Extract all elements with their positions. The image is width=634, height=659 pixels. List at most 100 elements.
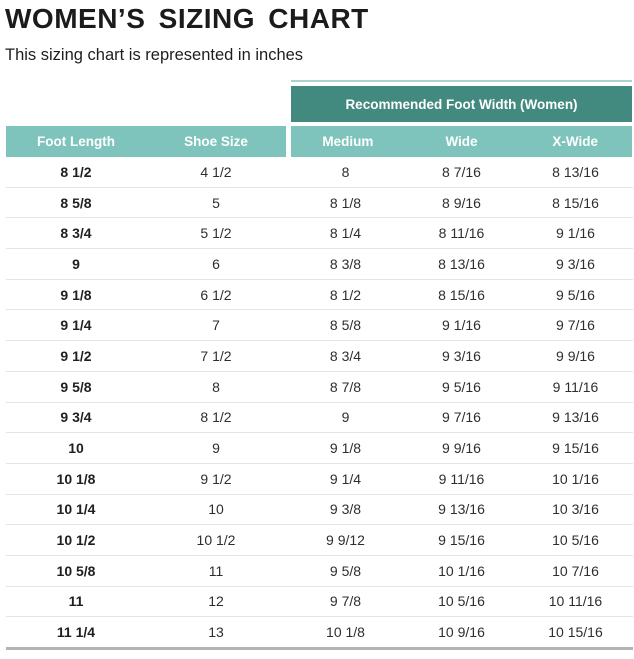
table-cell: 7 1/2 xyxy=(200,347,232,364)
table-cell: 10 5/16 xyxy=(438,593,485,610)
table-cell: 9 3/8 xyxy=(329,501,362,518)
table-cell: 5 xyxy=(212,194,220,211)
table-cell: 9 9/16 xyxy=(442,440,481,457)
table-cell: 8 5/8 xyxy=(329,317,362,334)
table-row: 9 5/8 8 8 7/8 9 5/16 9 11/16 xyxy=(6,372,633,403)
table-row: 11 12 9 7/8 10 5/16 10 11/16 xyxy=(6,587,633,618)
page-title: WOMEN’S SIZING CHART xyxy=(5,3,369,34)
table-cell: 9 xyxy=(72,255,80,272)
column-header-wide: Wide xyxy=(445,134,478,149)
table-cell: 10 xyxy=(68,440,84,457)
table-cell: 8 13/16 xyxy=(552,163,599,180)
table-cell: 12 xyxy=(208,593,224,610)
table-cell: 10 1/2 xyxy=(196,532,236,549)
table-cell: 9 11/16 xyxy=(552,378,599,395)
table-header-left: Foot Length Shoe Size xyxy=(6,126,286,157)
table-cell: 8 3/4 xyxy=(329,347,362,364)
table-cell: 10 15/16 xyxy=(548,624,603,641)
table-cell: 9 15/16 xyxy=(438,532,485,549)
table-cell: 6 1/2 xyxy=(200,286,232,303)
table-cell: 13 xyxy=(208,624,224,641)
table-cell: 9 11/16 xyxy=(438,470,485,487)
table-cell: 9 7/8 xyxy=(329,593,362,610)
table-cell: 9 3/16 xyxy=(556,255,595,272)
table-cell: 8 1/2 xyxy=(60,163,92,180)
table-cell: 10 1/4 xyxy=(56,501,96,518)
table-cell: 9 3/4 xyxy=(60,409,92,426)
table-cell: 8 1/8 xyxy=(329,194,362,211)
table-header-right: Medium Wide X-Wide xyxy=(291,126,632,157)
table-cell: 10 7/16 xyxy=(552,562,599,579)
table-cell: 9 15/16 xyxy=(552,440,599,457)
table-cell: 10 5/8 xyxy=(56,562,96,579)
table-cell: 8 7/8 xyxy=(329,378,362,395)
column-header-medium: Medium xyxy=(322,134,374,149)
table-cell: 9 5/16 xyxy=(556,286,595,303)
table-cell: 9 1/16 xyxy=(442,317,481,334)
table-cell: 9 9/16 xyxy=(556,347,595,364)
table-cell: 10 3/16 xyxy=(552,501,599,518)
table-row: 9 1/2 7 1/2 8 3/4 9 3/16 9 9/16 xyxy=(6,341,633,372)
table-cell: 9 3/16 xyxy=(442,347,481,364)
column-header-shoe-size: Shoe Size xyxy=(184,134,248,149)
table-cell: 8 5/8 xyxy=(60,194,92,211)
table-cell: 9 13/16 xyxy=(552,409,599,426)
table-row: 9 1/8 6 1/2 8 1/2 8 15/16 9 5/16 xyxy=(6,280,633,311)
table-cell: 8 7/16 xyxy=(442,163,481,180)
table-row: 9 1/4 7 8 5/8 9 1/16 9 7/16 xyxy=(6,310,633,342)
table-cell: 10 11/16 xyxy=(548,593,603,610)
foot-width-group-header: Recommended Foot Width (Women) xyxy=(291,86,632,122)
table-cell: 10 9/16 xyxy=(438,624,485,641)
table-cell: 6 xyxy=(212,255,220,272)
table-cell: 10 5/16 xyxy=(552,532,599,549)
table-cell: 9 1/4 xyxy=(60,317,92,334)
table-cell: 9 1/4 xyxy=(329,470,362,487)
table-cell: 8 13/16 xyxy=(438,255,485,272)
table-row: 10 5/8 11 9 5/8 10 1/16 10 7/16 xyxy=(6,556,633,587)
table-cell: 9 13/16 xyxy=(438,501,485,518)
table-cell: 8 15/16 xyxy=(552,194,599,211)
table-row: 10 1/4 10 9 3/8 9 13/16 10 3/16 xyxy=(6,495,633,526)
table-cell: 9 7/16 xyxy=(442,409,481,426)
table-cell: 7 xyxy=(212,317,220,334)
table-row: 9 6 8 3/8 8 13/16 9 3/16 xyxy=(6,249,633,280)
table-cell: 5 1/2 xyxy=(200,225,232,242)
page-subtitle: This sizing chart is represented in inch… xyxy=(5,46,304,64)
table-cell: 9 1/16 xyxy=(556,225,595,242)
table-cell: 8 xyxy=(212,378,220,395)
table-cell: 8 1/2 xyxy=(329,286,362,303)
banner-accent-line xyxy=(291,80,632,82)
table-cell: 9 1/8 xyxy=(329,440,362,457)
table-body: 8 1/2 4 1/2 8 8 7/16 8 13/16 8 5/8 5 8 1/8 8 9/1… xyxy=(6,157,633,651)
table-row: 8 1/2 4 1/2 8 8 7/16 8 13/16 xyxy=(6,157,633,188)
table-cell: 10 xyxy=(208,501,224,518)
table-cell: 9 5/8 xyxy=(60,378,92,395)
table-cell: 9 5/16 xyxy=(442,378,481,395)
table-row: 8 3/4 5 1/2 8 1/4 8 11/16 9 1/16 xyxy=(6,218,633,250)
table-cell: 8 3/8 xyxy=(329,255,362,272)
table-cell: 10 1/2 xyxy=(56,532,96,549)
table-cell: 8 3/4 xyxy=(60,225,92,242)
table-row: 9 3/4 8 1/2 9 9 7/16 9 13/16 xyxy=(6,403,633,434)
table-cell: 9 1/8 xyxy=(60,286,92,303)
table-cell: 9 1/2 xyxy=(200,470,232,487)
table-cell: 9 1/2 xyxy=(60,347,92,364)
table-cell: 11 xyxy=(68,593,84,610)
column-header-x-wide: X-Wide xyxy=(552,134,598,149)
table-cell: 9 xyxy=(341,409,350,426)
table-cell: 9 7/16 xyxy=(556,317,595,334)
table-cell: 8 1/2 xyxy=(200,409,232,426)
table-row: 10 1/2 10 1/2 9 9/12 9 15/16 10 5/16 xyxy=(6,525,633,556)
table-cell: 10 1/16 xyxy=(552,470,599,487)
table-row: 11 1/4 13 10 1/8 10 9/16 10 15/16 xyxy=(6,617,633,651)
column-header-foot-length: Foot Length xyxy=(37,134,115,149)
table-cell: 9 9/12 xyxy=(326,532,365,549)
table-cell: 11 xyxy=(208,562,224,579)
table-row: 8 5/8 5 8 1/8 8 9/16 8 15/16 xyxy=(6,188,633,219)
table-cell: 8 11/16 xyxy=(438,225,485,242)
table-cell: 8 15/16 xyxy=(438,286,485,303)
table-cell: 8 xyxy=(341,163,350,180)
table-cell: 10 1/8 xyxy=(326,624,365,641)
table-cell: 4 1/2 xyxy=(200,163,232,180)
